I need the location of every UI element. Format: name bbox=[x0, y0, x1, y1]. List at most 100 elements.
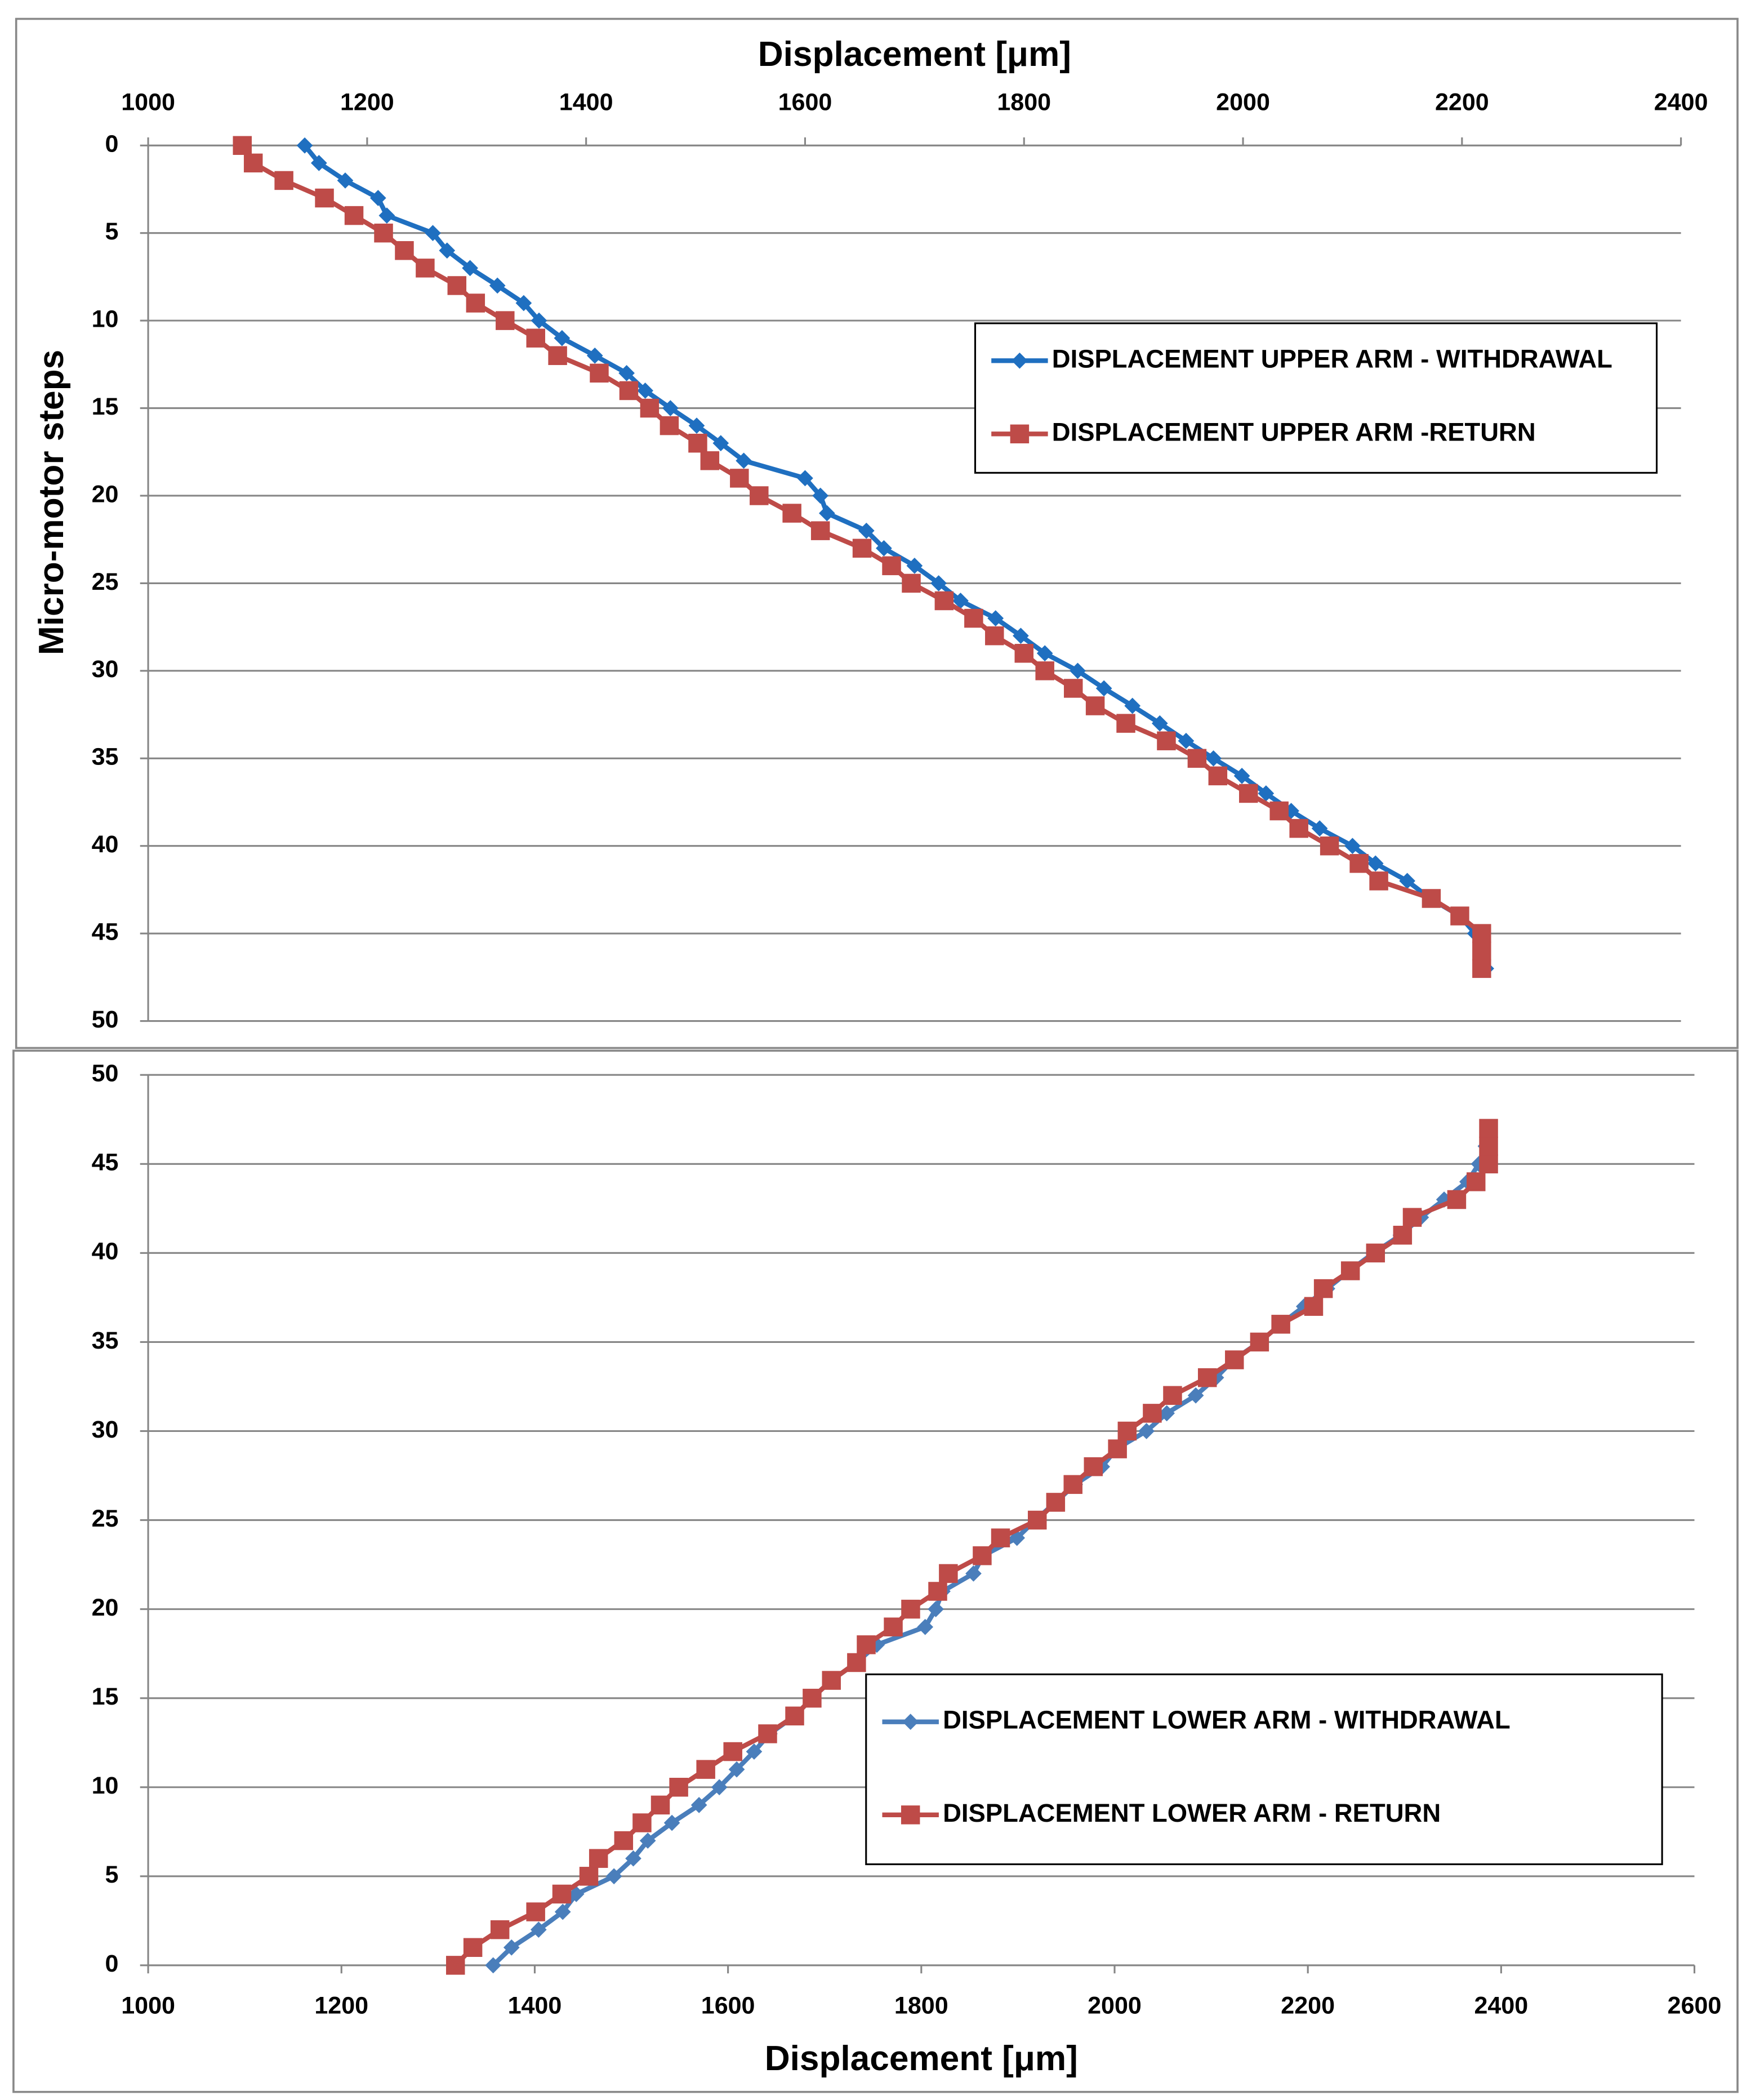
marker bbox=[1472, 941, 1491, 960]
legend-box bbox=[974, 322, 1658, 474]
legend-label: DISPLACEMENT UPPER ARM -RETURN bbox=[1052, 417, 1536, 446]
y-tick-label: 40 bbox=[92, 831, 119, 858]
y-tick-label: 5 bbox=[105, 1861, 119, 1888]
y-tick-label: 0 bbox=[105, 1950, 119, 1977]
marker bbox=[1320, 836, 1339, 856]
marker bbox=[1366, 1243, 1385, 1263]
marker bbox=[803, 1688, 822, 1708]
x-tick-label: 1200 bbox=[340, 89, 394, 116]
legend-marker bbox=[902, 1714, 919, 1730]
marker bbox=[1208, 766, 1228, 786]
marker bbox=[690, 1797, 707, 1813]
legend-label: DISPLACEMENT LOWER ARM - WITHDRAWAL bbox=[943, 1706, 1511, 1734]
x-tick-label: 1000 bbox=[121, 1992, 175, 2019]
marker bbox=[462, 260, 478, 277]
marker bbox=[1402, 1208, 1422, 1227]
y-tick-label: 25 bbox=[92, 568, 119, 595]
marker bbox=[1344, 838, 1361, 855]
x-tick-label: 2200 bbox=[1435, 89, 1489, 116]
marker bbox=[964, 608, 983, 628]
marker bbox=[369, 190, 386, 206]
marker bbox=[1163, 1386, 1182, 1405]
marker bbox=[688, 433, 707, 453]
x-axis-title: Displacement [μm] bbox=[758, 35, 1071, 74]
marker bbox=[728, 1761, 745, 1778]
marker bbox=[463, 1938, 483, 1957]
y-tick-label: 45 bbox=[92, 919, 119, 946]
legend-label: DISPLACEMENT UPPER ARM - WITHDRAWAL bbox=[1052, 344, 1612, 373]
marker bbox=[1422, 889, 1441, 908]
marker bbox=[901, 1599, 920, 1619]
marker bbox=[1035, 661, 1054, 680]
y-tick-label: 30 bbox=[92, 656, 119, 683]
marker bbox=[1027, 1510, 1047, 1530]
marker bbox=[416, 259, 435, 278]
marker bbox=[985, 626, 1004, 646]
marker bbox=[243, 153, 263, 173]
marker bbox=[1116, 714, 1135, 733]
x-tick-label: 1400 bbox=[508, 1992, 562, 2019]
marker bbox=[1340, 1261, 1360, 1280]
marker bbox=[1304, 1297, 1324, 1316]
marker bbox=[906, 557, 923, 574]
x-tick-label: 1800 bbox=[997, 89, 1051, 116]
marker bbox=[1479, 1154, 1498, 1174]
marker bbox=[619, 381, 639, 401]
marker bbox=[310, 154, 327, 171]
marker bbox=[1447, 1190, 1467, 1209]
marker bbox=[973, 1546, 992, 1565]
marker bbox=[586, 347, 603, 364]
marker bbox=[425, 225, 441, 242]
y-tick-label: 45 bbox=[92, 1149, 119, 1176]
marker bbox=[662, 400, 679, 416]
marker bbox=[1085, 696, 1105, 715]
marker bbox=[1187, 749, 1207, 768]
marker bbox=[1467, 1172, 1486, 1191]
y-tick-label: 50 bbox=[92, 1060, 119, 1087]
marker bbox=[785, 1706, 804, 1726]
y-tick-label: 30 bbox=[92, 1416, 119, 1443]
y-tick-label: 10 bbox=[92, 1772, 119, 1799]
marker bbox=[928, 1582, 947, 1601]
marker bbox=[1070, 662, 1086, 679]
legend-box bbox=[865, 1673, 1663, 1866]
marker bbox=[723, 1742, 742, 1761]
marker bbox=[939, 1564, 958, 1583]
marker bbox=[548, 346, 567, 366]
marker bbox=[1369, 871, 1388, 891]
marker bbox=[660, 416, 679, 435]
x-tick-label: 2000 bbox=[1216, 89, 1270, 116]
marker bbox=[625, 1850, 641, 1867]
marker bbox=[439, 242, 456, 259]
marker bbox=[1289, 818, 1308, 838]
marker bbox=[797, 470, 813, 487]
marker bbox=[526, 328, 545, 348]
y-tick-label: 35 bbox=[92, 1327, 119, 1354]
marker bbox=[1250, 1332, 1269, 1352]
marker bbox=[1472, 924, 1491, 943]
marker bbox=[590, 363, 609, 383]
marker bbox=[746, 1743, 763, 1760]
marker bbox=[1084, 1457, 1103, 1476]
marker bbox=[1349, 854, 1369, 873]
marker bbox=[526, 1902, 545, 1921]
x-tick-label: 2000 bbox=[1088, 1992, 1142, 2019]
marker bbox=[1013, 628, 1029, 644]
marker bbox=[1157, 731, 1176, 750]
y-tick-label: 20 bbox=[92, 480, 119, 508]
marker bbox=[337, 172, 354, 189]
marker bbox=[554, 1903, 571, 1920]
marker bbox=[711, 1779, 728, 1796]
marker bbox=[651, 1795, 670, 1815]
marker bbox=[917, 1618, 934, 1635]
marker bbox=[589, 1849, 608, 1868]
marker bbox=[952, 593, 969, 609]
marker bbox=[1159, 1405, 1175, 1422]
marker bbox=[1063, 1475, 1082, 1494]
marker bbox=[1197, 1368, 1217, 1387]
y-tick-label: 0 bbox=[105, 131, 119, 158]
marker bbox=[928, 1601, 944, 1617]
marker bbox=[858, 522, 875, 539]
